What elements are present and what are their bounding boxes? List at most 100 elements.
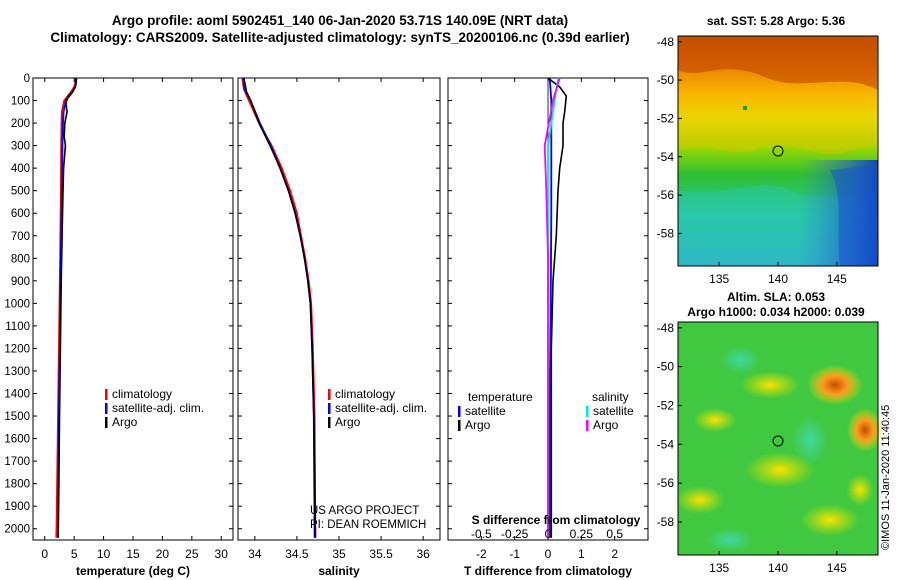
title-line-2: Climatology: CARS2009. Satellite-adjuste…	[50, 30, 629, 45]
legend-swatch	[586, 406, 589, 417]
depth-tick-label: 1800	[4, 479, 30, 491]
sla-map-image	[675, 322, 883, 555]
series-line-climatology	[241, 77, 317, 538]
x-tick-label: 15	[126, 547, 140, 561]
legend-swatch	[105, 389, 108, 400]
map-y-tick-label: -58	[657, 515, 675, 529]
map-y-tick-label: -56	[657, 476, 675, 490]
x-tick-label: 35.5	[369, 547, 393, 561]
depth-tick-label: 300	[11, 141, 30, 153]
sla-map-panel: Altim. SLA: 0.053 Argo h1000: 0.034 h200…	[657, 290, 883, 575]
salinity-panel: 34 34.5 35 35.5 36 salinity climatologysatelli…	[237, 77, 441, 578]
sst-map-image	[678, 36, 878, 266]
temperature-panel: 0100200300400500600700800900100011001200…	[4, 73, 234, 578]
legend-label: satellite	[465, 404, 506, 418]
top-axis-label: S difference from climatology	[472, 513, 641, 527]
depth-tick-label: 1500	[4, 411, 30, 423]
x-tick-label: 0	[545, 547, 552, 561]
depth-tick-label: 500	[11, 186, 30, 198]
sla-argo-marker	[772, 435, 784, 447]
map-y-tick-label: -54	[657, 150, 675, 164]
legend-swatch	[105, 403, 108, 414]
legend-label: satellite	[593, 404, 634, 418]
x-tick-label: 34	[248, 547, 262, 561]
legend-label: Argo	[593, 418, 619, 432]
series-line-satellite-adj-clim-	[242, 77, 316, 538]
top-tick-label: 0.25	[570, 527, 594, 541]
top-tick-label: 0	[545, 527, 552, 541]
sst-map-panel: sat. SST: 5.28 Argo: 5.36 135 140 145 -48 -5…	[657, 14, 879, 286]
depth-tick-label: 700	[11, 231, 30, 243]
depth-tick-label: 1900	[4, 501, 30, 513]
annotation-line: US ARGO PROJECT	[310, 505, 419, 517]
depth-tick-label: 1400	[4, 389, 30, 401]
map-y-tick-label: -52	[657, 398, 675, 412]
legend-label: satellite-adj. clim.	[335, 401, 427, 415]
legend-swatch	[328, 417, 331, 428]
sst-map-title: sat. SST: 5.28 Argo: 5.36	[707, 14, 846, 28]
map-y-tick-label: -50	[657, 360, 675, 374]
series-line-salinity-argo	[543, 77, 561, 538]
depth-tick-label: 600	[11, 208, 30, 220]
x-axis-label: temperature (deg C)	[76, 564, 190, 578]
x-tick-label: -1	[509, 547, 520, 561]
title-line-1: Argo profile: aoml 5902451_140 06-Jan-20…	[112, 13, 568, 28]
annotation-line: PI: DEAN ROEMMICH	[310, 519, 426, 531]
map-y-tick-label: -50	[657, 73, 675, 87]
plot-frame	[237, 77, 441, 541]
map-y-tick-label: -52	[657, 111, 675, 125]
legend-swatch	[105, 417, 108, 428]
map-x-tick-label: 145	[827, 272, 847, 286]
x-axis-label: salinity	[318, 564, 360, 578]
legend-label: Argo	[465, 418, 491, 432]
sst-map-axes: 135 140 145 -48 -50 -52 -54 -56 -58	[657, 35, 847, 286]
series-line-temperature-satellite	[548, 77, 553, 538]
legend-swatch	[328, 403, 331, 414]
depth-tick-label: 900	[11, 276, 30, 288]
credit-text: ©IMOS 11-Jan-2020 11:40:45	[880, 405, 892, 550]
x-tick-label: 0	[41, 547, 48, 561]
legend-label: Argo	[335, 415, 361, 429]
top-tick-label: -0.5	[471, 527, 492, 541]
legend-swatch	[328, 389, 331, 400]
depth-tick-label: 0	[24, 73, 30, 85]
top-tick-label: 0.5	[606, 527, 623, 541]
map-y-tick-label: -58	[657, 226, 675, 240]
legend-label: climatology	[112, 387, 172, 401]
x-tick-label: 25	[185, 547, 199, 561]
depth-tick-label: 1100	[5, 321, 30, 333]
x-tick-label: 34.5	[285, 547, 309, 561]
depth-tick-label: 2000	[4, 524, 30, 536]
depth-tick-label: 1200	[4, 343, 30, 355]
legend-label: climatology	[335, 387, 395, 401]
depth-tick-label: 1300	[4, 366, 30, 378]
legend-swatch	[458, 420, 461, 431]
map-x-tick-label: 135	[709, 272, 729, 286]
map-y-tick-label: -48	[657, 321, 675, 335]
sla-map-title-1: Altim. SLA: 0.053	[727, 290, 825, 304]
x-tick-label: 1	[578, 547, 585, 561]
depth-tick-label: 100	[11, 96, 30, 108]
legend-label: satellite-adj. clim.	[112, 401, 204, 415]
legend-swatch	[458, 406, 461, 417]
map-x-tick-label: 140	[768, 272, 788, 286]
sst-argo-marker	[772, 145, 784, 157]
depth-tick-label: 1000	[4, 298, 30, 310]
x-tick-label: 5	[71, 547, 78, 561]
top-tick-label: -0.25	[501, 527, 529, 541]
map-y-tick-label: -56	[657, 188, 675, 202]
x-tick-label: 35	[332, 547, 346, 561]
x-tick-label: 20	[156, 547, 170, 561]
legend-title: temperature	[468, 390, 533, 404]
depth-tick-label: 400	[11, 163, 30, 175]
series-line-argo	[57, 77, 78, 538]
series-line-argo	[243, 77, 317, 538]
depth-tick-label: 1600	[4, 434, 30, 446]
map-x-tick-label: 145	[827, 561, 847, 575]
depth-tick-label: 800	[11, 253, 30, 265]
sla-map-title-2: Argo h1000: 0.034 h2000: 0.039	[687, 305, 865, 319]
difference-panel: -2 -1 0 1 2 T difference from climatology temp…	[447, 77, 649, 578]
sla-map-axes: 135 140 145 -48 -50 -52 -54 -56 -58	[657, 321, 847, 575]
map-y-tick-label: -54	[657, 437, 675, 451]
